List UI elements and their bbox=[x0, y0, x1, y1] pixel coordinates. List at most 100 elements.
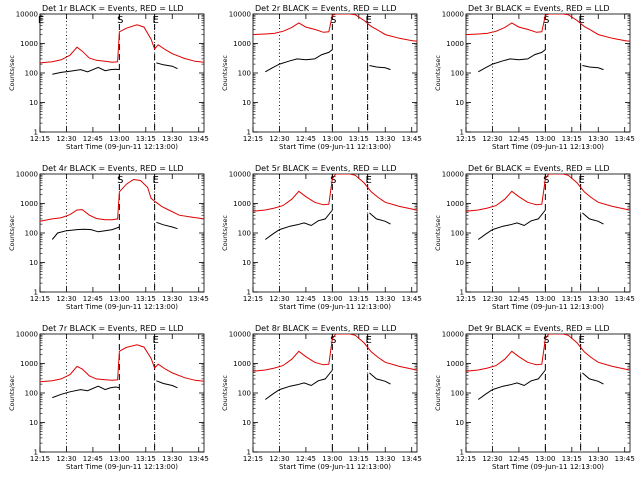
y-tick-label: 10000 bbox=[16, 171, 38, 179]
y-tick-label: 100 bbox=[25, 70, 38, 78]
chart-panel: Det 8r BLACK = Events, RED = LLD 1 10 100 10… bbox=[221, 324, 422, 471]
x-tick-label: 13:00 bbox=[535, 135, 555, 143]
y-tick-label: 1 bbox=[34, 289, 38, 297]
x-tick-label: 13:45 bbox=[402, 295, 422, 303]
chart-title: Det 5r BLACK = Events, RED = LLD bbox=[255, 164, 397, 173]
x-axis-label: Start Time (09-Jun-11 12:13:00) bbox=[66, 143, 178, 151]
x-tick-label: 12:45 bbox=[83, 455, 103, 463]
y-axis-label: Counts/sec bbox=[434, 55, 442, 91]
y-tick-label: 100 bbox=[451, 390, 464, 398]
x-axis-label: Start Time (09-Jun-11 12:13:00) bbox=[66, 463, 178, 471]
lld-series-line bbox=[40, 24, 204, 64]
y-tick-label: 1000 bbox=[446, 360, 464, 368]
y-tick-label: 10000 bbox=[16, 11, 38, 19]
y-tick-label: 10 bbox=[242, 99, 251, 107]
y-tick-label: 10 bbox=[29, 259, 38, 267]
y-tick-label: 100 bbox=[238, 230, 251, 238]
time-marker-label: S bbox=[330, 175, 336, 186]
x-tick-label: 12:45 bbox=[509, 135, 529, 143]
x-tick-label: 13:15 bbox=[349, 455, 369, 463]
x-tick-label: 13:00 bbox=[109, 135, 129, 143]
x-tick-label: 13:45 bbox=[402, 135, 422, 143]
time-marker-label: S bbox=[543, 335, 549, 346]
x-tick-label: 12:30 bbox=[56, 135, 76, 143]
chart-panel: Det 2r BLACK = Events, RED = LLD 1 10 100 10… bbox=[221, 4, 422, 151]
x-tick-label: 12:45 bbox=[296, 135, 316, 143]
y-tick-label: 1 bbox=[460, 129, 464, 137]
chart-panel: Det 3r BLACK = Events, RED = LLD 1 10 100 10… bbox=[434, 4, 635, 151]
y-tick-label: 10000 bbox=[442, 331, 464, 339]
y-tick-label: 10 bbox=[455, 99, 464, 107]
y-tick-label: 10000 bbox=[442, 171, 464, 179]
x-tick-label: 13:30 bbox=[375, 295, 395, 303]
events-series-line bbox=[52, 380, 178, 399]
y-axis-label: Counts/sec bbox=[8, 55, 16, 91]
y-tick-label: 1000 bbox=[20, 40, 38, 48]
y-tick-label: 1000 bbox=[233, 40, 251, 48]
x-tick-label: 12:45 bbox=[296, 295, 316, 303]
y-tick-label: 100 bbox=[451, 230, 464, 238]
y-tick-label: 10000 bbox=[229, 11, 251, 19]
chart-title: Det 2r BLACK = Events, RED = LLD bbox=[255, 4, 397, 13]
lld-series-line bbox=[253, 14, 417, 42]
chart-panel: Det 7r BLACK = Events, RED = LLD 1 10 100 10… bbox=[8, 324, 209, 471]
chart-title: Det 3r BLACK = Events, RED = LLD bbox=[468, 4, 610, 13]
x-tick-label: 12:45 bbox=[83, 135, 103, 143]
plot-frame bbox=[39, 13, 205, 133]
y-tick-label: 100 bbox=[238, 70, 251, 78]
x-tick-label: 13:45 bbox=[189, 135, 209, 143]
y-tick-label: 1 bbox=[460, 289, 464, 297]
x-tick-label: 12:45 bbox=[83, 295, 103, 303]
plot-frame bbox=[252, 333, 418, 453]
x-tick-label: 12:15 bbox=[456, 295, 476, 303]
y-axis-label: Counts/sec bbox=[221, 375, 229, 411]
x-tick-label: 13:45 bbox=[189, 295, 209, 303]
y-tick-label: 10000 bbox=[442, 11, 464, 19]
chart-title: Det 7r BLACK = Events, RED = LLD bbox=[42, 324, 184, 333]
y-tick-label: 1 bbox=[247, 289, 251, 297]
x-tick-label: 13:30 bbox=[162, 295, 182, 303]
chart-panel: Det 1r BLACK = Events, RED = LLD 1 10 100 10… bbox=[8, 4, 209, 151]
x-tick-label: 12:45 bbox=[509, 455, 529, 463]
x-tick-label: 12:30 bbox=[56, 455, 76, 463]
events-series-line bbox=[51, 221, 178, 240]
lld-series-line bbox=[253, 334, 417, 372]
plot-frame bbox=[465, 333, 631, 453]
y-tick-label: 100 bbox=[451, 70, 464, 78]
x-tick-label: 12:15 bbox=[456, 455, 476, 463]
y-axis-label: Counts/sec bbox=[221, 55, 229, 91]
y-tick-label: 1000 bbox=[20, 360, 38, 368]
y-tick-label: 1000 bbox=[233, 360, 251, 368]
y-tick-label: 10000 bbox=[229, 171, 251, 179]
x-tick-label: 12:15 bbox=[243, 455, 263, 463]
x-tick-label: 12:15 bbox=[30, 295, 50, 303]
x-tick-label: 13:15 bbox=[562, 135, 582, 143]
events-series-line bbox=[478, 49, 604, 73]
chart-title: Det 6r BLACK = Events, RED = LLD bbox=[468, 164, 610, 173]
y-tick-label: 1000 bbox=[233, 200, 251, 208]
x-tick-label: 12:30 bbox=[269, 295, 289, 303]
time-marker-label: S bbox=[117, 175, 123, 186]
time-marker-label: E bbox=[152, 15, 158, 26]
x-tick-label: 13:30 bbox=[375, 135, 395, 143]
events-series-line bbox=[265, 49, 391, 73]
lld-series-line bbox=[466, 174, 630, 212]
x-tick-label: 13:00 bbox=[322, 295, 342, 303]
x-axis-label: Start Time (09-Jun-11 12:13:00) bbox=[279, 463, 391, 471]
x-axis-label: Start Time (09-Jun-11 12:13:00) bbox=[492, 143, 604, 151]
events-series-line bbox=[265, 369, 391, 400]
x-axis-label: Start Time (09-Jun-11 12:13:00) bbox=[492, 303, 604, 311]
x-tick-label: 13:15 bbox=[136, 455, 156, 463]
y-tick-label: 10 bbox=[29, 419, 38, 427]
lld-series-line bbox=[40, 178, 204, 222]
chart-title: Det 9r BLACK = Events, RED = LLD bbox=[468, 324, 610, 333]
x-tick-label: 13:00 bbox=[535, 455, 555, 463]
y-tick-label: 1 bbox=[460, 449, 464, 457]
x-axis-label: Start Time (09-Jun-11 12:13:00) bbox=[279, 143, 391, 151]
time-marker-label: E bbox=[578, 15, 584, 26]
x-tick-label: 12:45 bbox=[296, 455, 316, 463]
y-tick-label: 10000 bbox=[229, 331, 251, 339]
chart-title: Det 1r BLACK = Events, RED = LLD bbox=[42, 4, 184, 13]
x-tick-label: 12:30 bbox=[269, 135, 289, 143]
x-tick-label: 12:45 bbox=[509, 295, 529, 303]
